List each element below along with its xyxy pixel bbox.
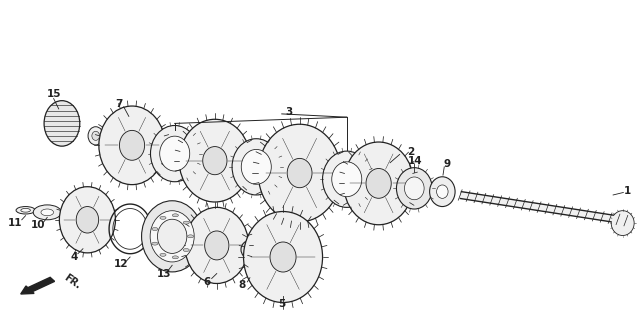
Ellipse shape	[429, 177, 455, 207]
Ellipse shape	[16, 207, 35, 214]
Ellipse shape	[323, 151, 371, 208]
Ellipse shape	[33, 205, 61, 220]
Ellipse shape	[160, 136, 189, 171]
Ellipse shape	[160, 253, 166, 256]
Ellipse shape	[203, 146, 227, 175]
Ellipse shape	[150, 211, 194, 262]
Ellipse shape	[232, 139, 280, 195]
Ellipse shape	[172, 214, 179, 217]
Text: 14: 14	[408, 156, 423, 166]
Text: 4: 4	[71, 252, 78, 262]
Ellipse shape	[244, 212, 323, 302]
Text: 10: 10	[31, 220, 45, 230]
Text: 8: 8	[239, 280, 246, 290]
Ellipse shape	[332, 162, 362, 197]
Ellipse shape	[41, 209, 54, 216]
Ellipse shape	[241, 149, 271, 184]
Ellipse shape	[185, 208, 248, 284]
Ellipse shape	[258, 124, 341, 222]
Text: FR.: FR.	[62, 273, 83, 291]
Ellipse shape	[157, 219, 187, 254]
Ellipse shape	[120, 131, 145, 160]
Ellipse shape	[88, 127, 103, 145]
Ellipse shape	[179, 119, 250, 202]
Text: 6: 6	[203, 277, 210, 287]
Text: 11: 11	[8, 218, 22, 228]
Ellipse shape	[141, 201, 203, 272]
Ellipse shape	[152, 228, 158, 230]
Ellipse shape	[366, 168, 391, 198]
Text: 12: 12	[114, 259, 129, 269]
Ellipse shape	[436, 185, 448, 198]
Ellipse shape	[188, 235, 193, 238]
Ellipse shape	[287, 158, 312, 188]
Ellipse shape	[344, 142, 413, 225]
Ellipse shape	[172, 256, 179, 259]
Ellipse shape	[270, 242, 296, 272]
Ellipse shape	[99, 106, 165, 185]
Ellipse shape	[150, 126, 199, 182]
Ellipse shape	[21, 208, 30, 212]
Ellipse shape	[611, 211, 634, 235]
Ellipse shape	[183, 221, 189, 224]
Ellipse shape	[92, 131, 100, 140]
Text: 5: 5	[278, 299, 285, 309]
Text: 2: 2	[407, 147, 414, 157]
Text: 9: 9	[444, 158, 451, 168]
Ellipse shape	[44, 101, 80, 146]
Ellipse shape	[396, 168, 432, 209]
Text: 15: 15	[46, 90, 61, 100]
FancyArrow shape	[20, 277, 54, 294]
Ellipse shape	[152, 242, 158, 245]
Text: 7: 7	[116, 99, 123, 109]
Text: 13: 13	[157, 269, 171, 279]
Ellipse shape	[404, 177, 424, 200]
Ellipse shape	[160, 216, 166, 219]
Ellipse shape	[76, 207, 99, 233]
Text: 3: 3	[285, 107, 292, 117]
Ellipse shape	[241, 240, 259, 259]
Ellipse shape	[60, 187, 115, 253]
Ellipse shape	[183, 249, 189, 252]
Ellipse shape	[205, 231, 229, 260]
Text: 1: 1	[623, 186, 631, 196]
